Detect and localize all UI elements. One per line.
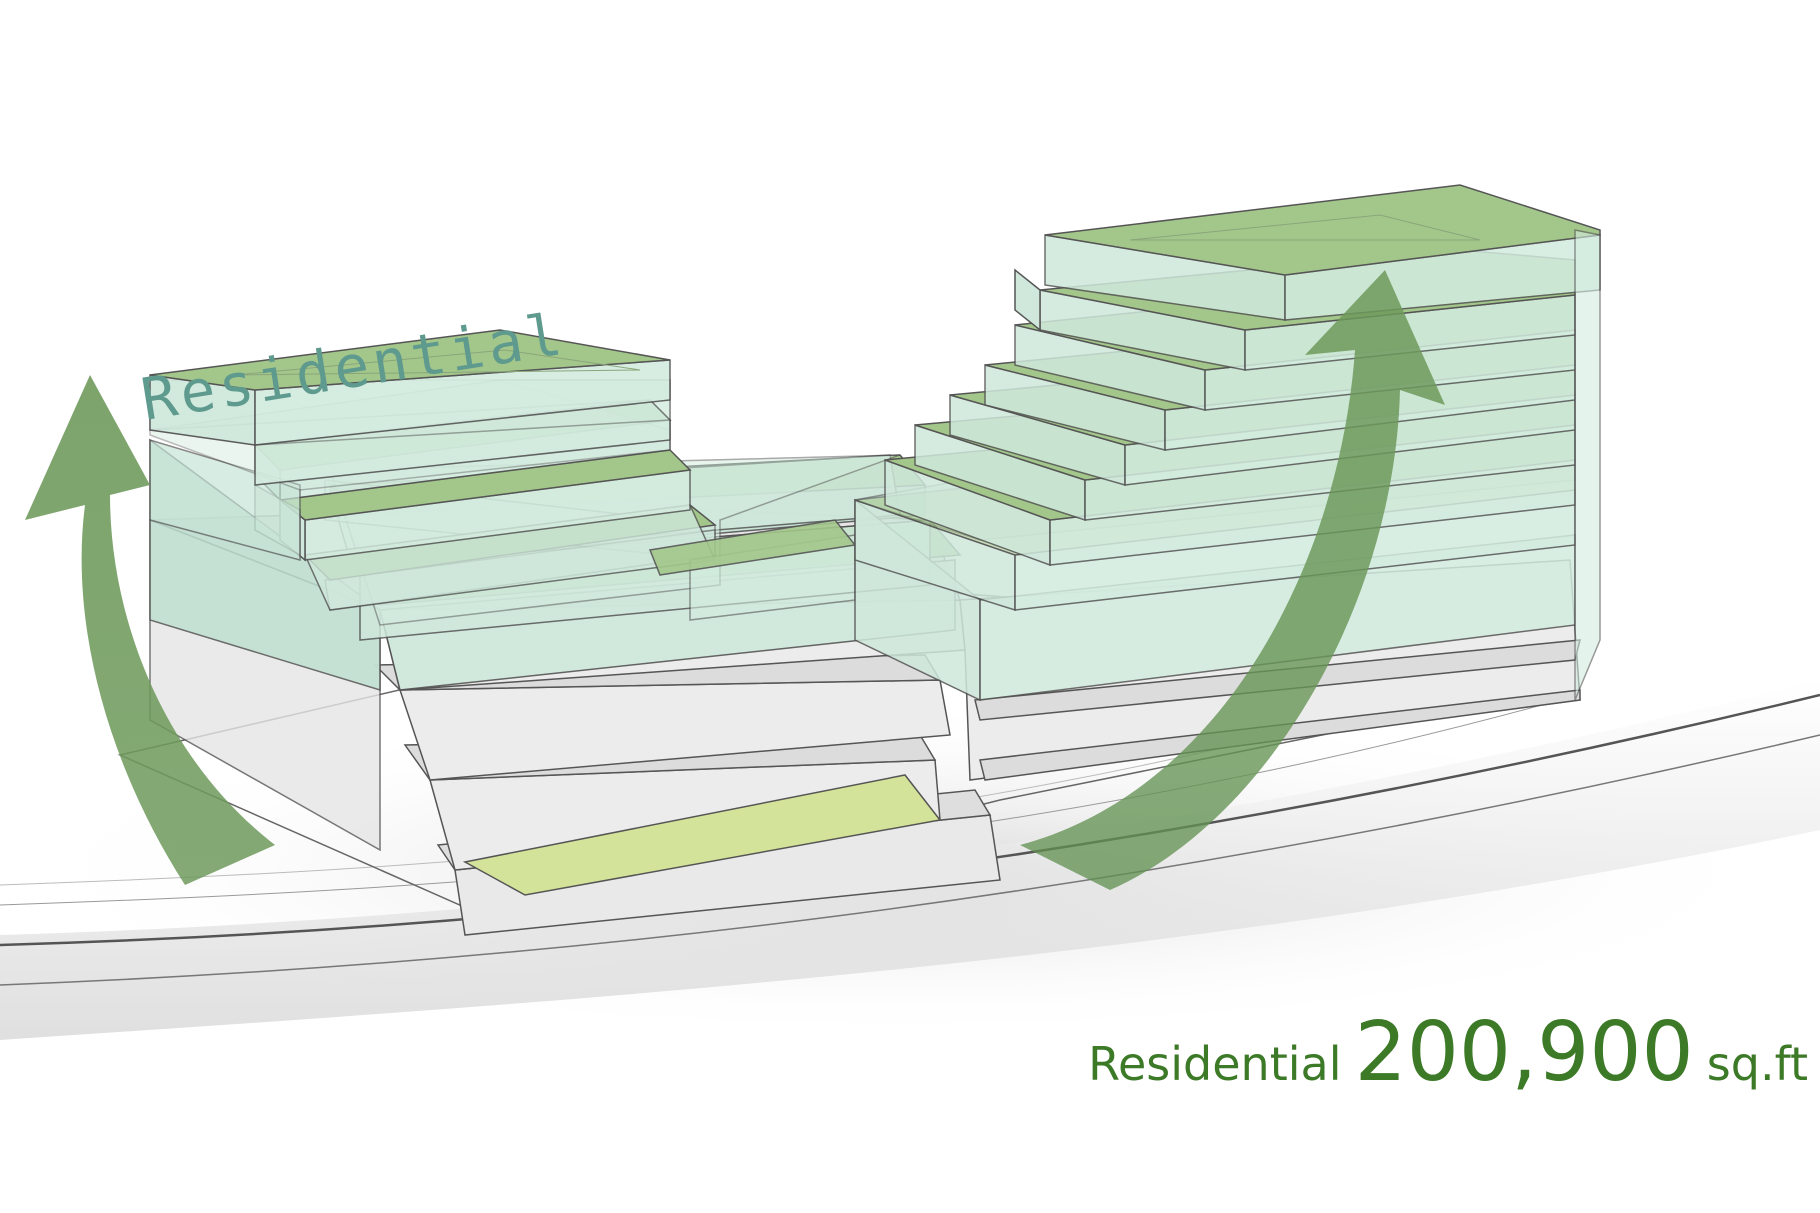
- arrow-right-icon: [1020, 270, 1445, 890]
- area-summary-unit: sq.ft: [1706, 1037, 1808, 1091]
- arrow-left-icon: [25, 375, 275, 885]
- area-summary-caption: Residential 200,900 sq.ft: [1088, 1005, 1808, 1100]
- residential-connector: [648, 519, 857, 621]
- courtyard-surface: [462, 774, 942, 896]
- area-summary-label: Residential: [1088, 1037, 1342, 1091]
- area-summary-value: 200,900: [1354, 1005, 1694, 1100]
- residential-block-right: [854, 184, 1601, 702]
